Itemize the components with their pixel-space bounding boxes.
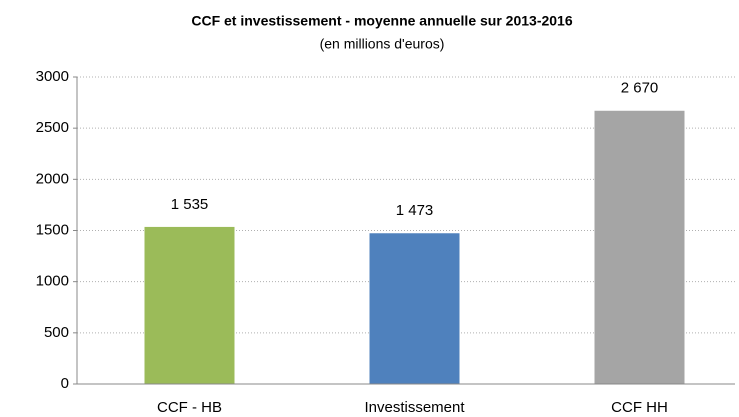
- bar: [144, 226, 235, 384]
- y-tick-label: 2500: [36, 119, 69, 136]
- data-label: 2 670: [621, 80, 659, 97]
- y-tick-label: 1000: [36, 273, 69, 290]
- data-label: 1 535: [171, 196, 209, 213]
- x-tick-label: Investissement: [364, 399, 465, 416]
- chart-subtitle: (en millions d'euros): [320, 36, 445, 52]
- y-tick-label: 2000: [36, 170, 69, 187]
- y-tick-label: 500: [44, 324, 69, 341]
- x-tick-label: CCF HH: [611, 399, 668, 416]
- bar: [369, 233, 460, 384]
- y-tick-label: 0: [61, 375, 69, 392]
- chart-title: CCF et investissement - moyenne annuelle…: [191, 13, 572, 29]
- bar: [594, 110, 685, 385]
- y-tick-label: 1500: [36, 221, 69, 238]
- data-label: 1 473: [396, 202, 434, 219]
- y-tick-label: 3000: [36, 68, 69, 85]
- x-tick-label: CCF - HB: [157, 399, 222, 416]
